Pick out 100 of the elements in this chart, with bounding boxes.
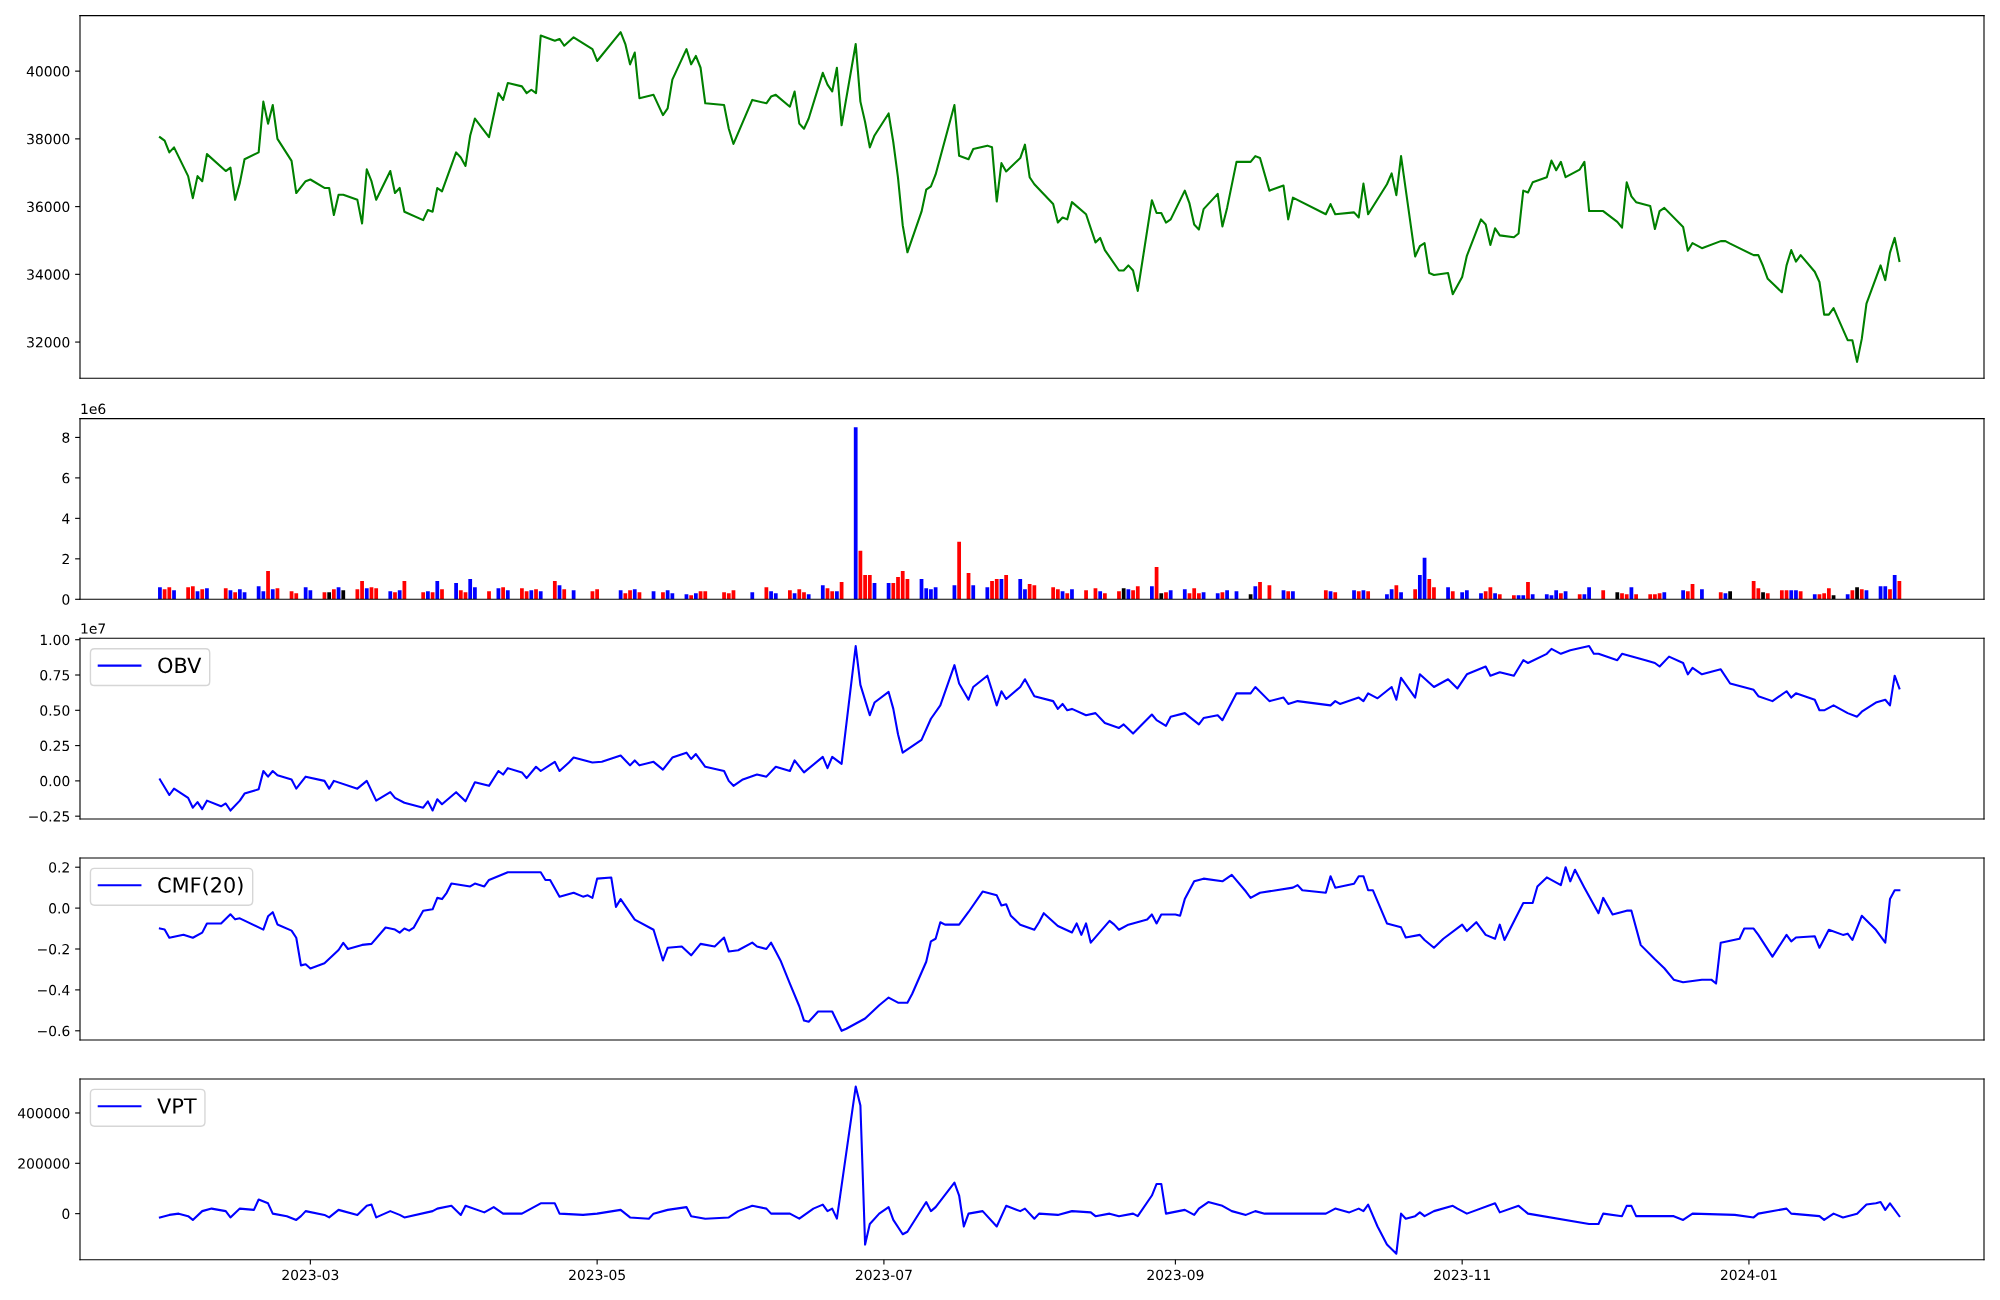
bar <box>1182 589 1187 600</box>
bar <box>1493 593 1497 600</box>
bar <box>162 589 167 600</box>
text: 1e6 <box>81 403 106 415</box>
bar <box>1662 592 1667 600</box>
bar <box>440 589 444 600</box>
legend-label: VPT <box>157 1098 197 1114</box>
bar <box>468 579 473 600</box>
bar <box>172 590 176 600</box>
bar <box>773 593 778 600</box>
bar <box>331 589 336 600</box>
x-tick-label: 2023-07 <box>855 1269 912 1281</box>
y-tick-label: 0.50 <box>40 705 70 716</box>
bar <box>1883 586 1888 600</box>
bar <box>595 589 600 600</box>
bar <box>797 589 802 600</box>
bar <box>1135 586 1140 600</box>
bar <box>529 590 534 600</box>
y-tick-label: 2 <box>62 553 69 565</box>
bar <box>665 590 670 600</box>
x-tick-label: 2023-09 <box>1147 1269 1204 1281</box>
bar <box>1559 593 1563 600</box>
bar <box>308 590 313 600</box>
y-tick-label: 6 <box>62 472 70 484</box>
bar <box>1126 589 1131 600</box>
bar <box>1751 581 1756 600</box>
bar <box>1798 591 1803 600</box>
bar <box>1479 593 1483 600</box>
bar <box>1192 588 1197 600</box>
bar <box>830 591 835 600</box>
bar <box>1648 594 1653 600</box>
y-tick-label: 40000 <box>26 66 70 77</box>
bar <box>806 594 811 600</box>
bar <box>1027 584 1032 600</box>
bar <box>1389 589 1394 600</box>
text: 1e7 <box>81 623 106 634</box>
bar <box>534 589 538 600</box>
y-tick-label: 34000 <box>27 269 70 280</box>
bar <box>1117 591 1121 600</box>
bar <box>520 588 524 600</box>
bar <box>1004 575 1009 600</box>
bar <box>670 593 675 600</box>
bar <box>1892 575 1897 600</box>
bar <box>266 570 270 600</box>
bar <box>1291 591 1295 600</box>
bar <box>1356 591 1361 600</box>
bar <box>1497 594 1502 600</box>
bar <box>1065 593 1070 600</box>
bar <box>167 587 172 600</box>
y-tick-label: 400000 <box>17 1107 70 1119</box>
line-series <box>158 31 1901 363</box>
bar <box>788 590 792 600</box>
legend-label: CMF(20) <box>158 876 243 896</box>
bar <box>190 586 195 600</box>
x-tick-label: 2024-01 <box>1720 1269 1777 1281</box>
bar <box>1150 586 1154 600</box>
bar <box>1488 587 1493 600</box>
bar <box>1765 593 1770 600</box>
bar <box>1215 593 1220 600</box>
bar <box>693 593 698 600</box>
bar <box>1102 593 1107 600</box>
y-tick-label: 0 <box>62 1208 70 1220</box>
bar <box>538 591 543 600</box>
y-tick-label: 32000 <box>27 337 70 348</box>
y-tick-label: −0.2 <box>38 943 69 955</box>
bar <box>1779 590 1784 600</box>
bar <box>750 592 755 600</box>
y-tick-label: 0 <box>62 594 70 605</box>
bar <box>552 581 557 600</box>
y-tick-label: 8 <box>62 432 70 443</box>
y-tick-label: 0.25 <box>40 740 70 752</box>
bar <box>689 595 694 600</box>
bar <box>364 588 369 600</box>
bar <box>1526 582 1530 600</box>
line-series <box>158 866 1901 1032</box>
bar <box>1826 588 1831 600</box>
bar <box>1413 589 1418 600</box>
bar <box>388 591 393 600</box>
y-tick-label: 36000 <box>27 201 70 213</box>
bar <box>957 541 962 600</box>
x-tick-label: 2023-11 <box>1434 1269 1490 1281</box>
bar <box>1850 590 1855 600</box>
bar <box>1098 591 1103 600</box>
bar <box>233 592 238 600</box>
y-tick-label: −0.4 <box>38 984 70 996</box>
bar <box>270 589 275 600</box>
bar <box>186 587 191 600</box>
line-series <box>158 1085 1901 1255</box>
bar <box>1253 586 1258 600</box>
bar <box>971 585 976 600</box>
y-tick-label: −0.6 <box>38 1025 70 1037</box>
bar <box>1366 591 1371 600</box>
bar <box>1084 590 1088 600</box>
bar <box>1789 590 1794 600</box>
bar <box>421 592 426 600</box>
bar <box>726 593 731 600</box>
bar <box>1225 590 1229 600</box>
bar <box>294 593 299 600</box>
bar <box>1460 592 1465 600</box>
bar <box>1070 589 1074 600</box>
